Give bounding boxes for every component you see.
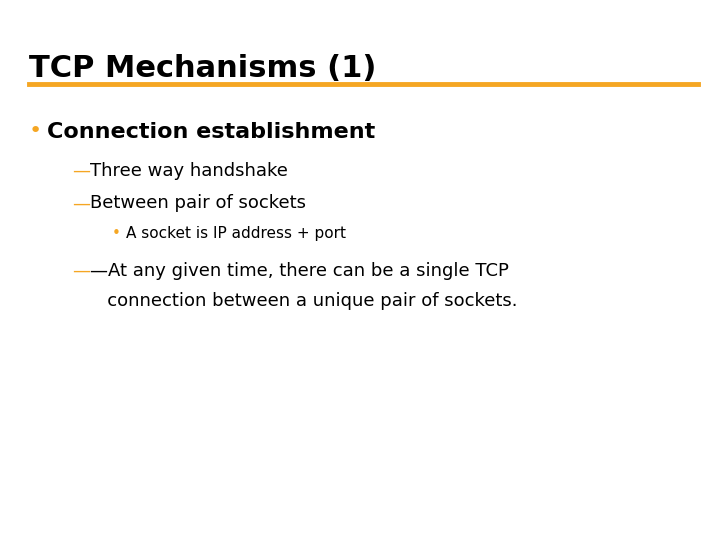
Text: —: —	[72, 194, 90, 212]
Text: TCP Mechanisms (1): TCP Mechanisms (1)	[29, 54, 376, 83]
Text: —At any given time, there can be a single TCP: —At any given time, there can be a singl…	[90, 262, 509, 280]
Text: —: —	[72, 162, 90, 180]
Text: connection between a unique pair of sockets.: connection between a unique pair of sock…	[90, 292, 518, 309]
Text: Between pair of sockets: Between pair of sockets	[90, 194, 306, 212]
Text: •: •	[112, 226, 120, 241]
Text: A socket is IP address + port: A socket is IP address + port	[126, 226, 346, 241]
Text: —: —	[72, 262, 90, 280]
Text: Three way handshake: Three way handshake	[90, 162, 288, 180]
Text: Connection establishment: Connection establishment	[47, 122, 375, 141]
Text: •: •	[29, 122, 42, 141]
